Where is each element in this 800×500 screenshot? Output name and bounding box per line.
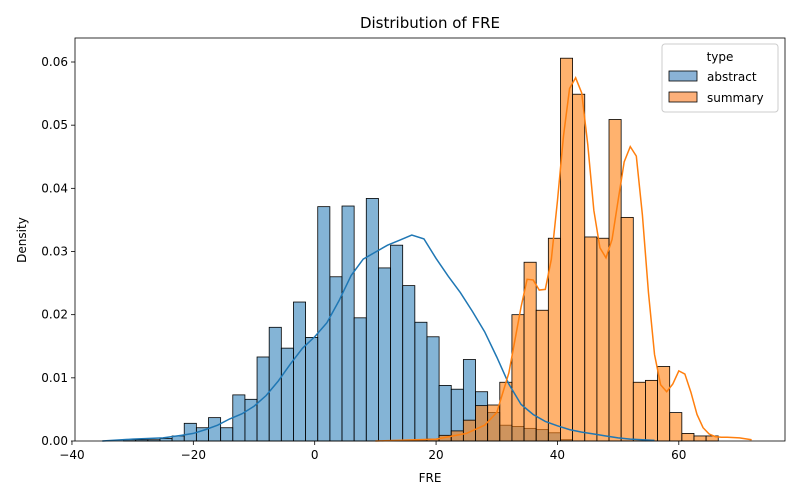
bar-abstract-28 (438, 385, 452, 442)
bar-abstract-11 (232, 394, 246, 442)
bar-abstract-19 (329, 276, 343, 442)
y-tick-label: 0.04 (41, 181, 68, 195)
bar-summary-39 (572, 93, 586, 442)
chart-title: Distribution of FRE (360, 14, 500, 32)
x-axis-label: FRE (419, 471, 442, 485)
y-tick-label: 0.05 (41, 118, 68, 132)
x-tick-label: 0 (311, 448, 319, 462)
x-tick-label: 20 (428, 448, 443, 462)
legend-swatch-summary (668, 91, 698, 103)
bar-summary-42 (608, 119, 622, 442)
kde-line-summary (375, 76, 752, 442)
bar-summary-45 (645, 379, 658, 442)
bar-summary-48 (681, 433, 695, 442)
bar-summary-43 (620, 216, 634, 442)
y-tick-label: 0.02 (41, 308, 68, 322)
legend: type abstract summary (661, 43, 779, 113)
bar-summary-34 (511, 314, 525, 442)
bar-abstract-27 (426, 336, 440, 442)
bar-abstract-7 (183, 422, 197, 442)
y-tick-label: 0.06 (41, 55, 68, 69)
y-tick-label: 0.03 (41, 245, 68, 259)
bar-abstract-10 (220, 427, 234, 442)
y-tick-label: 0.01 (41, 371, 68, 385)
bar-abstract-25 (402, 285, 416, 442)
bar-summary-33 (499, 381, 513, 442)
x-tick-label: 60 (671, 448, 686, 462)
bar-summary-40 (584, 236, 598, 442)
y-tick-label: 0.00 (41, 434, 68, 448)
bar-summary-44 (632, 381, 646, 442)
bar-abstract-22 (365, 198, 379, 442)
bar-abstract-20 (341, 205, 355, 442)
kde-line-abstract (102, 234, 655, 442)
bar-summary-41 (596, 237, 610, 442)
y-axis-label: Density (15, 217, 29, 263)
x-tick-label: −40 (59, 448, 84, 462)
x-tick-label: −20 (181, 448, 206, 462)
bar-summary-35 (523, 261, 537, 442)
bar-summary-49 (693, 435, 707, 442)
bars-summary (390, 57, 719, 442)
bar-abstract-17 (305, 337, 319, 442)
bar-abstract-18 (317, 206, 331, 442)
bar-abstract-23 (378, 267, 391, 442)
x-axis: −40 −20 0 20 40 60 (59, 441, 686, 462)
bar-abstract-24 (390, 244, 404, 442)
bar-abstract-21 (353, 317, 367, 442)
plot-frame (74, 37, 786, 442)
legend-title: type (707, 50, 734, 64)
bar-abstract-16 (293, 301, 306, 442)
legend-label-abstract: abstract (707, 70, 757, 84)
legend-swatch-abstract (668, 70, 698, 82)
bar-summary-47 (669, 412, 683, 442)
x-tick-label: 40 (550, 448, 565, 462)
legend-label-summary: summary (707, 91, 764, 105)
bar-abstract-26 (414, 321, 428, 442)
bar-abstract-9 (208, 417, 222, 442)
y-axis: 0.00 0.01 0.02 0.03 0.04 0.05 0.06 (41, 55, 75, 448)
